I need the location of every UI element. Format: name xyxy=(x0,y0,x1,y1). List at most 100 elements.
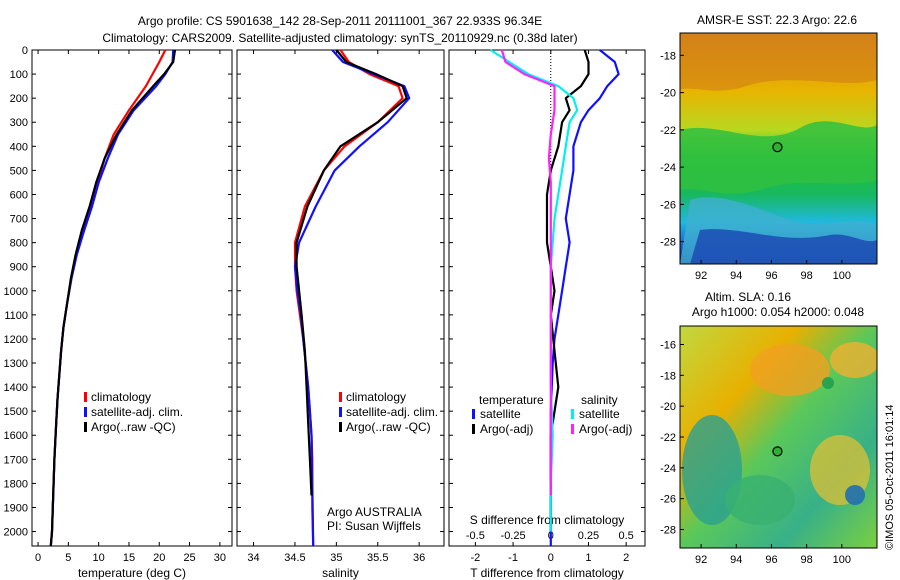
difference-x-tick-label: 0 xyxy=(548,552,554,564)
difference-x-tick-label: 1 xyxy=(585,552,591,564)
imos-watermark: ©IMOS 05-Oct-2011 16:01:14 xyxy=(884,405,896,550)
series-line-argo-raw-qc- xyxy=(49,49,177,547)
map-x-tick-label: 94 xyxy=(730,554,742,566)
salinity-x-tick-label: 35 xyxy=(330,552,342,564)
profile-panel-difference: -2 -1 0 1 2 T difference from climatology -0.5… xyxy=(448,49,646,580)
depth-tick-label: 1200 xyxy=(4,334,28,346)
map-y-tick-label: -20 xyxy=(660,88,676,100)
depth-tick-label: 1500 xyxy=(4,406,28,418)
legend-swatch xyxy=(84,392,87,402)
map-y-tick-label: -18 xyxy=(660,370,676,382)
legend-label: satellite xyxy=(480,407,521,421)
difference-x-tick-label: 2 xyxy=(623,552,629,564)
profile-panel-salinity: 34 34.5 35 35.5 36 salinity climatologysatelli… xyxy=(236,49,445,580)
salinity-x-tick-label: 34.5 xyxy=(284,552,305,564)
depth-tick-label: 400 xyxy=(10,141,28,153)
temperature-plot-frame xyxy=(31,49,233,547)
depth-tick-label: 800 xyxy=(10,238,28,250)
map-x-tick-label: 92 xyxy=(695,270,707,282)
depth-tick-label: 1900 xyxy=(4,502,28,514)
title-line-2: Climatology: CARS2009. Satellite-adjuste… xyxy=(102,31,577,45)
series-line-salinity-satellite xyxy=(489,49,579,532)
legend-swatch xyxy=(339,392,342,402)
series-line-satellite-adj-clim- xyxy=(49,49,175,547)
map-x-tick-label: 100 xyxy=(833,270,851,282)
depth-tick-label: 2000 xyxy=(4,527,28,539)
series-line-satellite-adj-clim- xyxy=(293,49,411,547)
legend-swatch xyxy=(571,409,574,419)
legend-swatch xyxy=(571,424,574,434)
map-x-tick-label: 100 xyxy=(833,554,851,566)
depth-tick-label: 0 xyxy=(22,45,28,57)
temperature-x-tick-label: 20 xyxy=(153,552,165,564)
sla-float-marker xyxy=(772,446,783,457)
legend-title-temperature: temperature xyxy=(479,393,544,407)
map-y-tick-label: -16 xyxy=(660,340,676,352)
legend-title-salinity: salinity xyxy=(581,393,618,407)
map-y-tick-label: -24 xyxy=(660,463,676,475)
salinity-x-tick-label: 36 xyxy=(413,552,425,564)
salinity-plot-frame xyxy=(236,49,445,547)
map-x-tick-label: 96 xyxy=(765,270,777,282)
depth-tick-label: 700 xyxy=(10,214,28,226)
legend-swatch xyxy=(84,422,87,432)
map-x-tick-label: 98 xyxy=(801,270,813,282)
legend-swatch xyxy=(472,409,475,419)
map-y-tick-label: -24 xyxy=(660,162,676,174)
sla-map-title-2: Argo h1000: 0.054 h2000: 0.048 xyxy=(692,305,864,319)
map-y-tick-label: -26 xyxy=(660,199,676,211)
legend-label: Argo(-adj) xyxy=(579,422,632,436)
series-line-argo-raw-qc- xyxy=(295,49,408,496)
profile-panels: 0100200300400500600700800900100011001200… xyxy=(4,45,646,580)
legend-label: Argo(-adj) xyxy=(480,422,533,436)
legend-swatch xyxy=(339,422,342,432)
temperature-x-tick-label: 15 xyxy=(123,552,135,564)
temperature-x-tick-label: 10 xyxy=(93,552,105,564)
owner-annotation: PI: Susan Wijffels xyxy=(327,519,421,533)
difference-x-axis-label: T difference from climatology xyxy=(470,566,624,580)
salinity-diff-axis-label: S difference from climatology xyxy=(470,513,625,527)
legend-label: satellite xyxy=(579,407,620,421)
salinity-x-axis-label: salinity xyxy=(322,566,359,580)
map-y-tick-label: -26 xyxy=(660,494,676,506)
owner-annotation: Argo AUSTRALIA xyxy=(327,505,422,519)
temperature-x-axis-label: temperature (deg C) xyxy=(78,566,186,580)
salinity-diff-tick-label: 0.5 xyxy=(619,530,634,542)
depth-tick-label: 1700 xyxy=(4,454,28,466)
sla-heatmap-field xyxy=(680,326,877,548)
map-y-tick-label: -22 xyxy=(660,125,676,137)
map-x-tick-label: 98 xyxy=(801,554,813,566)
sst-map: AMSR-E SST: 22.3 Argo: 22.6 92 94 96 98 100 -… xyxy=(660,13,878,282)
depth-tick-label: 100 xyxy=(10,69,28,81)
difference-x-tick-label: -1 xyxy=(508,552,518,564)
series-line-temperature-argo-adj- xyxy=(545,49,590,532)
depth-tick-label: 900 xyxy=(10,262,28,274)
depth-tick-label: 600 xyxy=(10,189,28,201)
title-line-1: Argo profile: CS 5901638_142 28-Sep-2011… xyxy=(138,14,542,28)
legend-label: satellite-adj. clim. xyxy=(346,405,438,419)
legend-label: climatology xyxy=(91,390,151,404)
map-y-tick-label: -28 xyxy=(660,525,676,537)
depth-tick-label: 200 xyxy=(10,93,28,105)
salinity-diff-tick-label: -0.5 xyxy=(466,530,485,542)
salinity-x-tick-label: 34 xyxy=(247,552,259,564)
legend-label: Argo(..raw -QC) xyxy=(91,420,176,434)
depth-tick-label: 1800 xyxy=(4,478,28,490)
legend-swatch xyxy=(472,424,475,434)
salinity-x-tick-label: 35.5 xyxy=(367,552,388,564)
map-y-tick-label: -22 xyxy=(660,432,676,444)
sla-map-title-1: Altim. SLA: 0.16 xyxy=(705,290,791,304)
legend-label: satellite-adj. clim. xyxy=(91,405,183,419)
series-line-salinity-argo-adj- xyxy=(500,49,556,496)
sst-float-marker xyxy=(772,142,783,153)
map-y-tick-label: -20 xyxy=(660,401,676,413)
map-y-tick-label: -18 xyxy=(660,50,676,62)
legend-label: Argo(..raw -QC) xyxy=(346,420,431,434)
map-x-tick-label: 96 xyxy=(765,554,777,566)
difference-plot-frame xyxy=(448,49,646,547)
depth-tick-label: 1100 xyxy=(4,310,28,322)
depth-tick-label: 1400 xyxy=(4,382,28,394)
map-y-tick-label: -28 xyxy=(660,237,676,249)
temperature-x-tick-label: 5 xyxy=(65,552,71,564)
